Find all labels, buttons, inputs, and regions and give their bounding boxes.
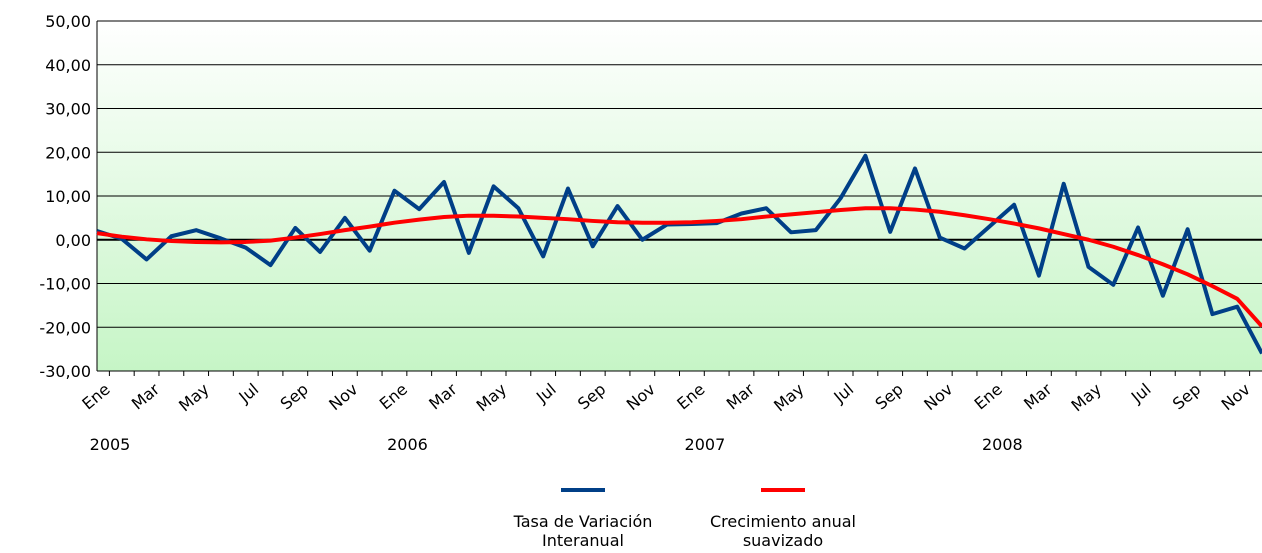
x-tick-label: Jul [1127, 380, 1155, 408]
legend-item: Tasa de Variación Interanual [488, 470, 678, 550]
x-tick-label: Sep [871, 380, 906, 414]
x-tick-label: May [1068, 380, 1106, 416]
x-tick-label: Nov [920, 380, 956, 415]
year-label: 2008 [982, 435, 1023, 454]
x-tick-label: Mar [128, 379, 164, 413]
y-tick-label: 30,00 [45, 100, 91, 119]
legend-swatch [761, 488, 805, 492]
x-tick-label: Sep [277, 380, 312, 414]
x-tick-label: Mar [723, 379, 759, 413]
x-tick-label: Nov [325, 380, 361, 415]
chart: -30,00 -20,00 -10,00 0,00 10,00 20,00 30,00 40,… [39, 12, 1262, 454]
legend: Tasa de Variación Interanual Crecimiento … [0, 470, 1262, 553]
y-tick-label: -30,00 [39, 362, 91, 381]
year-label: 2005 [90, 435, 131, 454]
x-tick-label: Ene [673, 380, 708, 414]
y-tick-label: 10,00 [45, 187, 91, 206]
x-tick-label: May [473, 380, 511, 416]
x-tick-label: Jul [532, 380, 560, 408]
year-label: 2006 [387, 435, 428, 454]
legend-swatch [561, 488, 605, 492]
x-tick-label: May [175, 380, 213, 416]
x-tick-label: May [770, 380, 808, 416]
x-tick-label: Ene [971, 380, 1006, 414]
y-tick-label: 0,00 [55, 231, 91, 250]
legend-item: Crecimiento anual suavizado [688, 470, 878, 550]
x-tick-label: Nov [623, 380, 659, 415]
legend-label: Tasa de Variación Interanual [513, 512, 653, 550]
year-label: 2007 [685, 435, 726, 454]
x-tick-label: Mar [425, 379, 461, 413]
y-tick-label: 50,00 [45, 12, 91, 31]
y-tick-label: -20,00 [39, 318, 91, 337]
x-tick-label: Sep [1169, 380, 1204, 414]
x-tick-label: Jul [829, 380, 857, 408]
legend-label: Crecimiento anual suavizado [710, 512, 856, 550]
x-tick-label: Ene [78, 380, 113, 414]
x-tick-label: Jul [235, 380, 263, 408]
y-tick-label: -10,00 [39, 275, 91, 294]
x-tick-label: Mar [1020, 379, 1056, 413]
x-tick-label: Nov [1218, 380, 1254, 415]
x-tick-label: Ene [376, 380, 411, 414]
series-line [96, 206, 1262, 328]
y-tick-label: 20,00 [45, 143, 91, 162]
x-tick-label: Sep [574, 380, 609, 414]
y-tick-label: 40,00 [45, 56, 91, 75]
